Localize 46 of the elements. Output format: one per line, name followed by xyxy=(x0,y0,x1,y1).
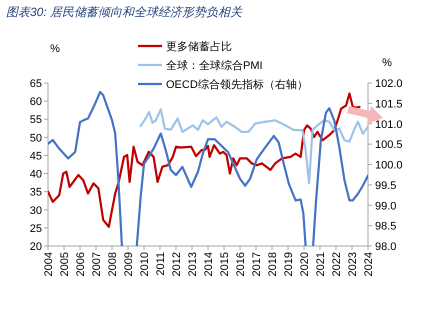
y-tick-label: 30 xyxy=(30,204,42,217)
x-tick-label: 2014 xyxy=(203,252,215,276)
x-tick-label: 2012 xyxy=(171,252,183,276)
x-tick-label: 2017 xyxy=(251,252,263,276)
chart-title: 图表30: 居民储蓄倾向和全球经济形势负相关 xyxy=(6,5,244,19)
x-tick-label: 2022 xyxy=(331,252,343,276)
legend-label: 全球：全球综合PMI xyxy=(166,59,263,72)
x-tick-label: 2004 xyxy=(43,252,55,276)
y2-tick-label: 99.5 xyxy=(375,180,396,192)
y-tick-label: 60 xyxy=(30,96,42,108)
x-tick-label: 2009 xyxy=(123,252,135,276)
y-tick-label: 20 xyxy=(30,241,42,253)
x-tick-label: 2013 xyxy=(187,252,199,276)
y2-axis-title: % xyxy=(382,57,392,69)
y-tick-label: 65 xyxy=(30,78,42,90)
x-tick-label: 2005 xyxy=(59,252,71,276)
y-tick-label: 45 xyxy=(30,150,42,162)
x-tick-label: 2007 xyxy=(91,252,103,276)
y2-tick-label: 100.5 xyxy=(375,139,403,152)
y-tick-label: 25 xyxy=(30,222,42,235)
x-tick-label: 2008 xyxy=(107,252,119,276)
y2-tick-label: 99.0 xyxy=(375,200,396,212)
x-tick-label: 2020 xyxy=(299,252,311,276)
x-tick-label: 2016 xyxy=(235,252,247,276)
y2-tick-label: 98.5 xyxy=(375,220,396,233)
y2-tick-label: 101.5 xyxy=(375,98,403,110)
y2-tick-label: 101.0 xyxy=(375,118,403,131)
y-tick-label: 40 xyxy=(30,168,42,181)
x-tick-label: 2023 xyxy=(347,252,359,276)
x-tick-label: 2021 xyxy=(315,252,327,276)
x-tick-label: 2011 xyxy=(155,252,167,276)
y-tick-label: 55 xyxy=(30,114,42,126)
x-tick-label: 2024 xyxy=(363,252,375,276)
y-axis-title: % xyxy=(50,43,60,55)
x-tick-label: 2018 xyxy=(267,252,279,276)
x-tick-label: 2015 xyxy=(219,252,231,276)
x-tick-label: 2006 xyxy=(75,252,87,276)
y-tick-label: 50 xyxy=(30,132,42,144)
x-tick-label: 2019 xyxy=(283,252,295,276)
legend-label: OECD综合领先指标（右轴） xyxy=(166,78,308,91)
y-tick-label: 35 xyxy=(30,186,42,199)
y2-tick-label: 100.0 xyxy=(375,160,403,172)
x-tick-label: 2010 xyxy=(139,252,151,276)
legend-label: 更多储蓄占比 xyxy=(166,40,232,53)
y2-tick-label: 102.0 xyxy=(375,78,403,90)
y2-tick-label: 98.0 xyxy=(375,241,396,253)
